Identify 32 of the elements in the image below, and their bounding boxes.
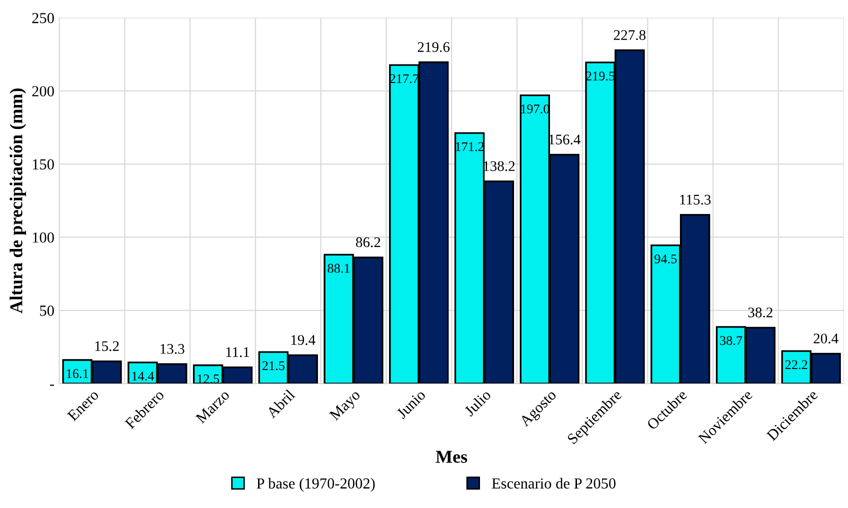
data-label: 20.4 <box>814 334 838 344</box>
x-tick-label: Julio <box>463 388 492 417</box>
y-tick-label: 200 <box>32 86 54 96</box>
y-axis-title: Altura de precipitación (mm) <box>10 88 26 314</box>
data-label: 115.3 <box>680 194 711 205</box>
data-label: 19.4 <box>291 335 316 345</box>
data-label: 16.1 <box>66 369 88 378</box>
data-label: 138.2 <box>484 161 515 172</box>
y-tick-label: 150 <box>32 159 54 170</box>
data-label: 21.5 <box>262 361 284 370</box>
data-label: 88.1 <box>328 264 350 273</box>
data-label: 171.2 <box>456 142 484 152</box>
data-label: 14.4 <box>132 372 154 381</box>
data-label: 13.3 <box>160 344 184 354</box>
y-tick-label: 250 <box>32 12 54 24</box>
data-label: 227.8 <box>614 30 646 40</box>
y-tick-label: 100 <box>32 232 54 243</box>
x-axis-title: Mes <box>436 450 468 463</box>
y-tick-label: 50 <box>40 306 54 316</box>
data-label: 38.2 <box>748 308 772 318</box>
data-label: 38.7 <box>720 336 742 346</box>
data-label: 156.4 <box>549 134 580 145</box>
data-label: 12.5 <box>198 374 220 384</box>
legend-label: P base (1970-2002) <box>256 478 375 492</box>
data-label: 219.6 <box>418 42 450 52</box>
data-label: 22.2 <box>785 360 808 370</box>
data-label: 15.2 <box>95 341 119 352</box>
data-label: 11.1 <box>226 347 250 358</box>
data-label: 86.2 <box>356 237 380 248</box>
data-label: 94.5 <box>654 254 677 264</box>
legend-label: Escenario de P 2050 <box>492 478 616 489</box>
y-tick-label: - <box>50 384 54 386</box>
